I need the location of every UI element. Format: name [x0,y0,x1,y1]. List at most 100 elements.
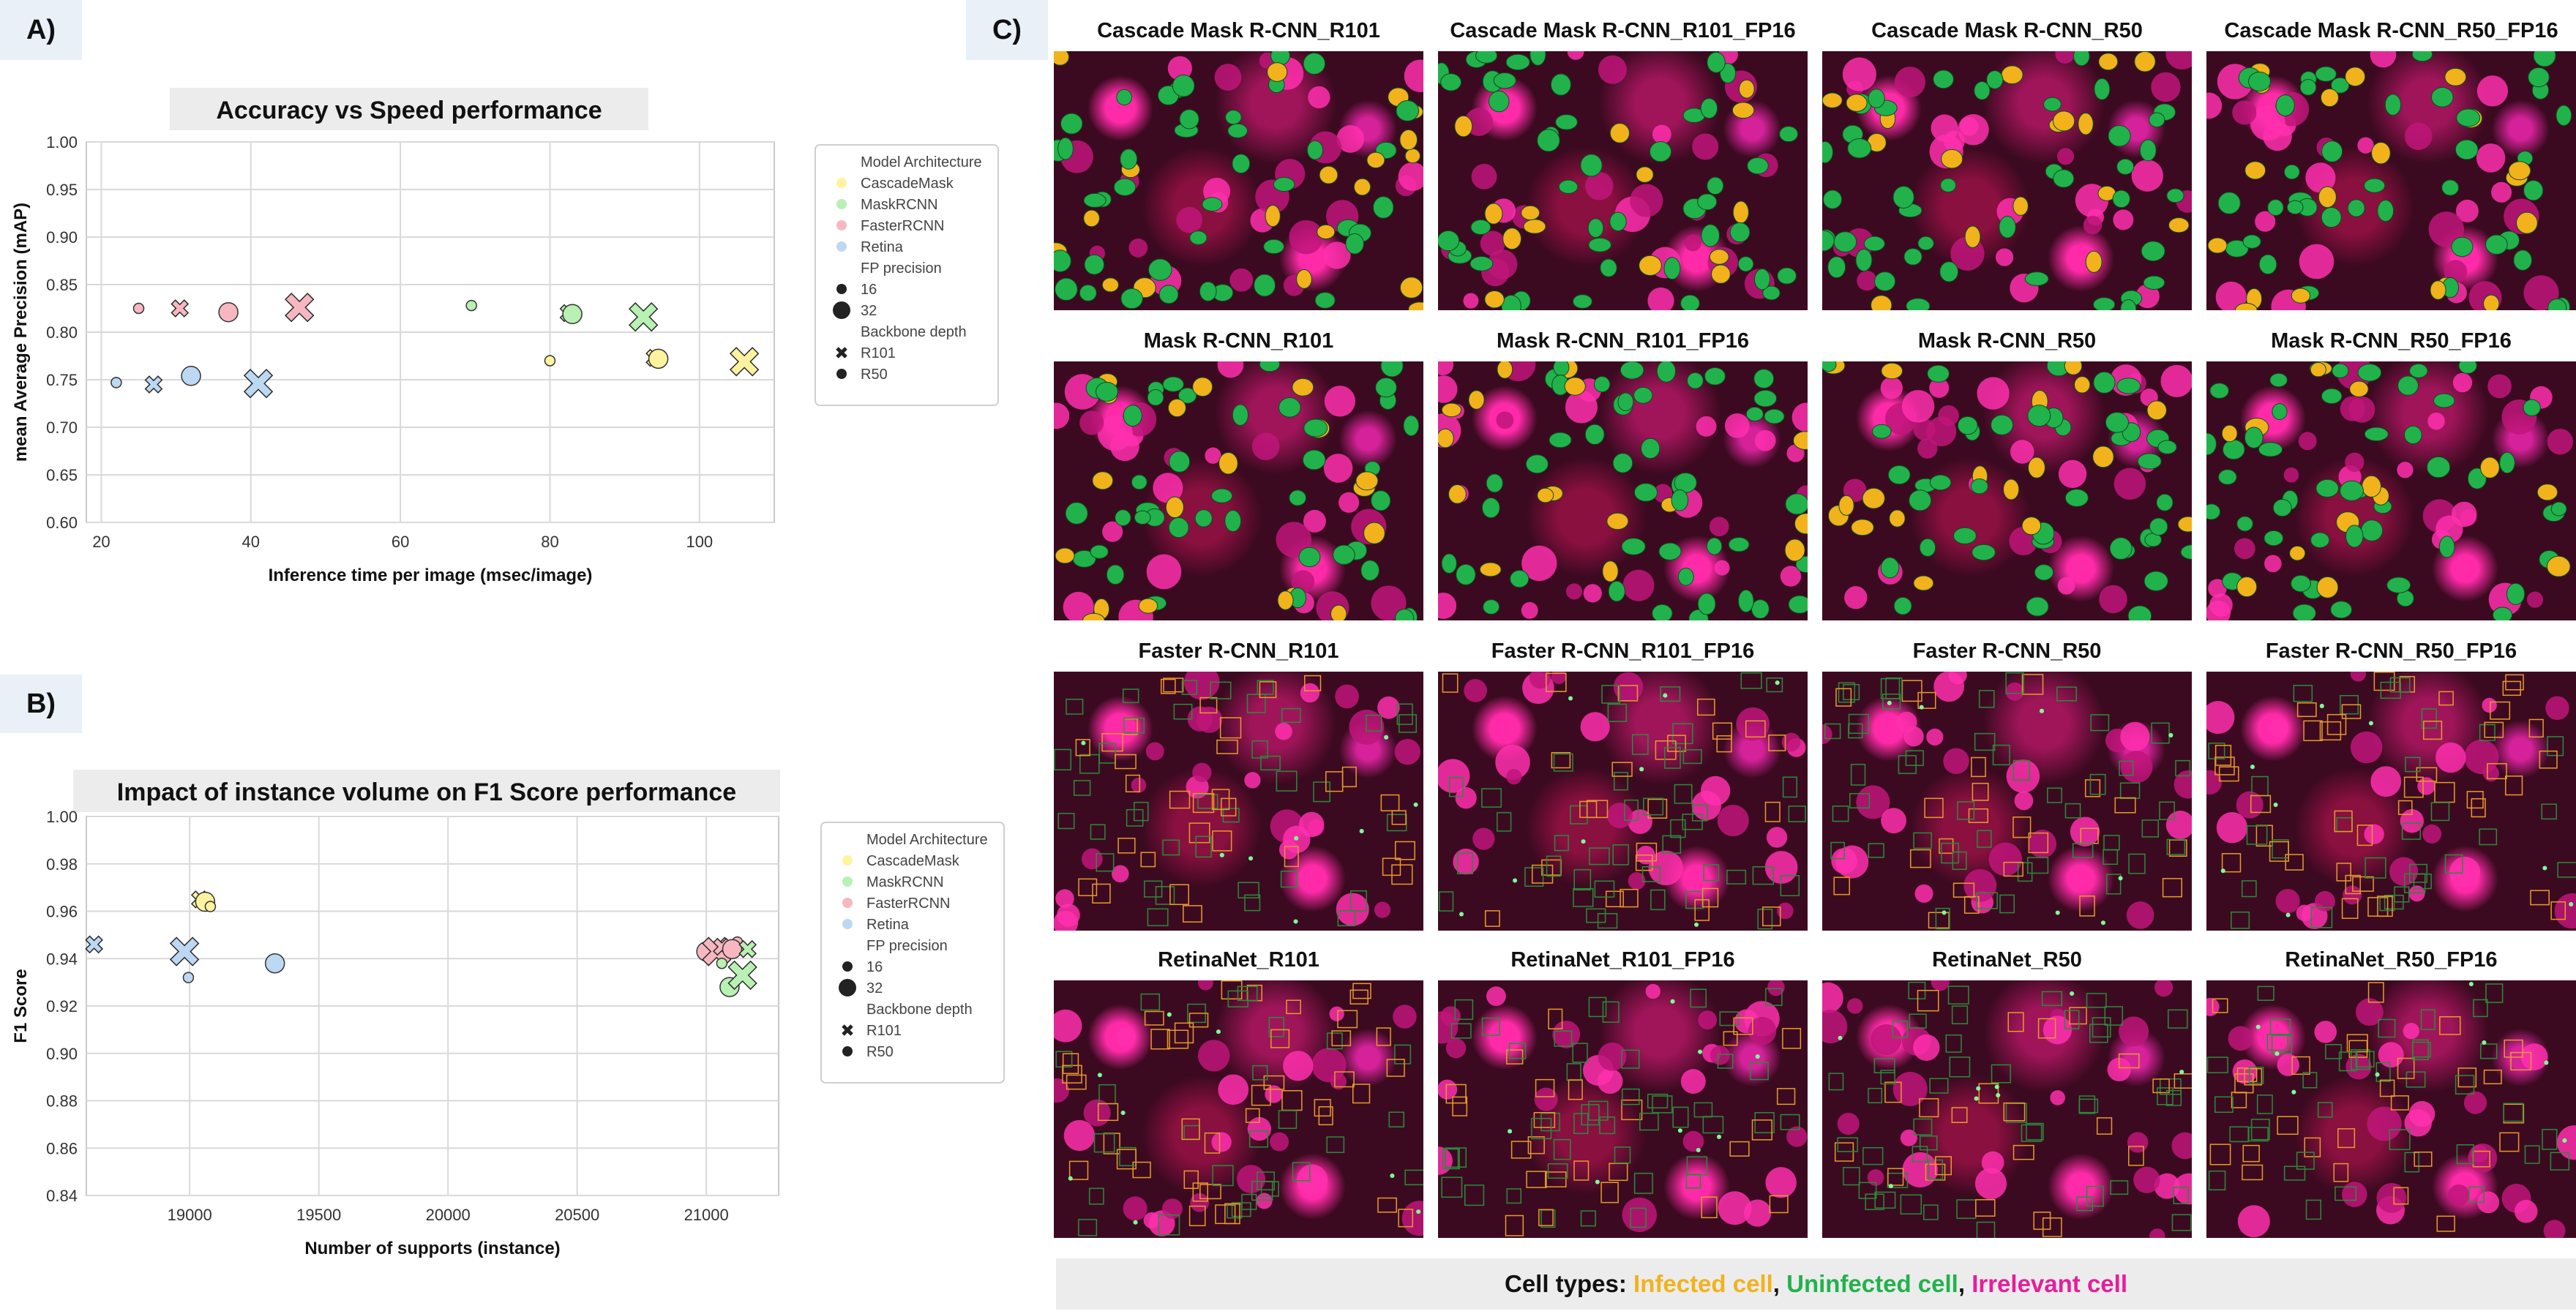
uninfected-cell-box [2413,873,2432,890]
irrelevant-cell-blob [1902,1152,1938,1188]
irrelevant-cell-blob [1831,847,1857,874]
uninfected-cell-box [2231,911,2250,929]
uninfected-cell-mask [1671,489,1689,511]
chart-b-y-axis-label: F1 Score [11,969,31,1043]
infected-cell-box [2483,1069,2502,1085]
irrelevant-cell-blob [1754,429,1776,451]
uninfected-cell-box [1212,1165,1234,1187]
chart-b-legend [820,822,1005,1084]
irrelevant-cell-blob [1791,402,1808,432]
uninfected-cell-mask [2026,596,2049,617]
infected-cell-mask [1871,295,1892,310]
uninfected-cell-mask [1621,538,1646,555]
uninfected-cell-mask [1403,415,1420,437]
uninfected-cell-box [2334,1186,2356,1201]
uninfected-cell-box [2401,822,2422,840]
uninfected-cell-mask [1169,451,1191,473]
uninfected-cell-box [1268,1016,1284,1037]
infected-cell-box [2341,898,2359,919]
infected-cell-mask [1355,471,1379,491]
infected-cell-box [2439,1015,2461,1035]
irrelevant-cell-blob [2476,143,2506,173]
legend-title-architecture: Model Architecture [861,154,982,170]
infected-cell-mask [2235,302,2258,310]
uninfected-cell-mask [2180,544,2192,560]
infected-cell-mask [2483,294,2500,310]
small-green-dot [1639,767,1644,772]
uninfected-cell-mask [1194,509,1213,528]
irrelevant-cell-blob [1486,986,1506,1007]
infected-cell-box [1167,1029,1189,1049]
irrelevant-cell-blob [1218,1074,1249,1105]
uninfected-cell-box [1278,1110,1298,1129]
infected-cell-mask [1277,590,1294,610]
irrelevant-cell-blob [1913,418,1936,441]
uninfected-cell-mask [2438,536,2455,558]
infected-cell-box [1526,1171,1547,1188]
uninfected-cell-box [2404,1152,2419,1173]
uninfected-cell-mask [2332,363,2349,378]
infected-cell-box [1163,677,1184,693]
uninfected-cell-box [1956,1199,1977,1220]
uninfected-cell-mask [2149,517,2168,536]
irrelevant-cell-blob [1933,672,1965,702]
uninfected-cell-mask [1617,392,1634,412]
uninfected-cell-box [1260,1181,1279,1197]
infected-cell-box [2231,1092,2247,1108]
uninfected-cell-box [1601,685,1620,704]
uninfected-cell-box [1098,743,1116,764]
infected-cell-box [2377,896,2393,917]
legend-x-marker [842,1024,853,1036]
infected-cell-mask [1083,209,1100,228]
infected-cell-box [1391,864,1413,885]
uninfected-cell-mask [1609,211,1627,232]
uninfected-cell-box [2106,874,2122,895]
irrelevant-cell-blob [1480,230,1505,256]
infected-cell-mask [1082,612,1105,620]
infected-cell-box [1951,1107,1968,1123]
uninfected-cell-box [1586,908,1606,923]
uninfected-cell-mask [1530,51,1546,66]
irrelevant-cell-blob [1724,413,1750,438]
infected-cell-box [1183,1170,1199,1190]
uninfected-cell-box [2394,886,2410,903]
irrelevant-cell-blob [1145,742,1164,761]
uninfected-cell-mask [1953,527,1977,544]
uninfected-cell-mask [2272,403,2288,421]
infected-cell-box [1546,672,1567,692]
uninfected-cell-mask [1656,361,1677,383]
uninfected-cell-mask [1677,568,1694,586]
infected-cell-box [1097,1103,1119,1122]
irrelevant-cell-blob [1496,411,1514,429]
infected-cell-mask [1267,62,1288,82]
uninfected-cell-box [1581,1104,1600,1126]
irrelevant-cell-blob [2514,1200,2538,1223]
uninfected-cell-box [1892,1020,1909,1038]
chart-a-x-tick-label: 20 [92,533,110,551]
infected-cell-box [2214,745,2232,766]
infected-cell-box [1377,1197,1397,1213]
irrelevant-cell-blob [2135,284,2160,309]
irrelevant-cell-blob [2056,148,2075,165]
chart-a-y-tick-label: 0.70 [46,418,78,437]
uninfected-cell-box [1622,1088,1640,1105]
infected-cell-mask [2546,555,2571,577]
infected-cell-box [1510,1141,1532,1159]
infected-cell-mask [1363,522,1385,544]
uninfected-cell-mask [2299,79,2317,96]
infected-cell-box [1442,673,1459,693]
infected-cell-box [1568,1079,1583,1100]
uninfected-cell-box [1693,1102,1713,1118]
irrelevant-cell-blob [2343,885,2362,905]
uninfected-cell-mask [1707,176,1724,195]
irrelevant-cell-blob [1857,270,1877,291]
uninfected-cell-box [1366,714,1382,732]
small-green-dot [1068,1176,1073,1181]
uninfected-cell-box [2092,1017,2111,1037]
uninfected-cell-box [2208,1170,2226,1191]
uninfected-cell-box [1828,1073,1844,1091]
uninfected-cell-mask [1719,63,1737,84]
infected-cell-mask [1521,205,1540,221]
uninfected-cell-mask [1753,369,1775,389]
uninfected-cell-mask [1172,74,1195,97]
